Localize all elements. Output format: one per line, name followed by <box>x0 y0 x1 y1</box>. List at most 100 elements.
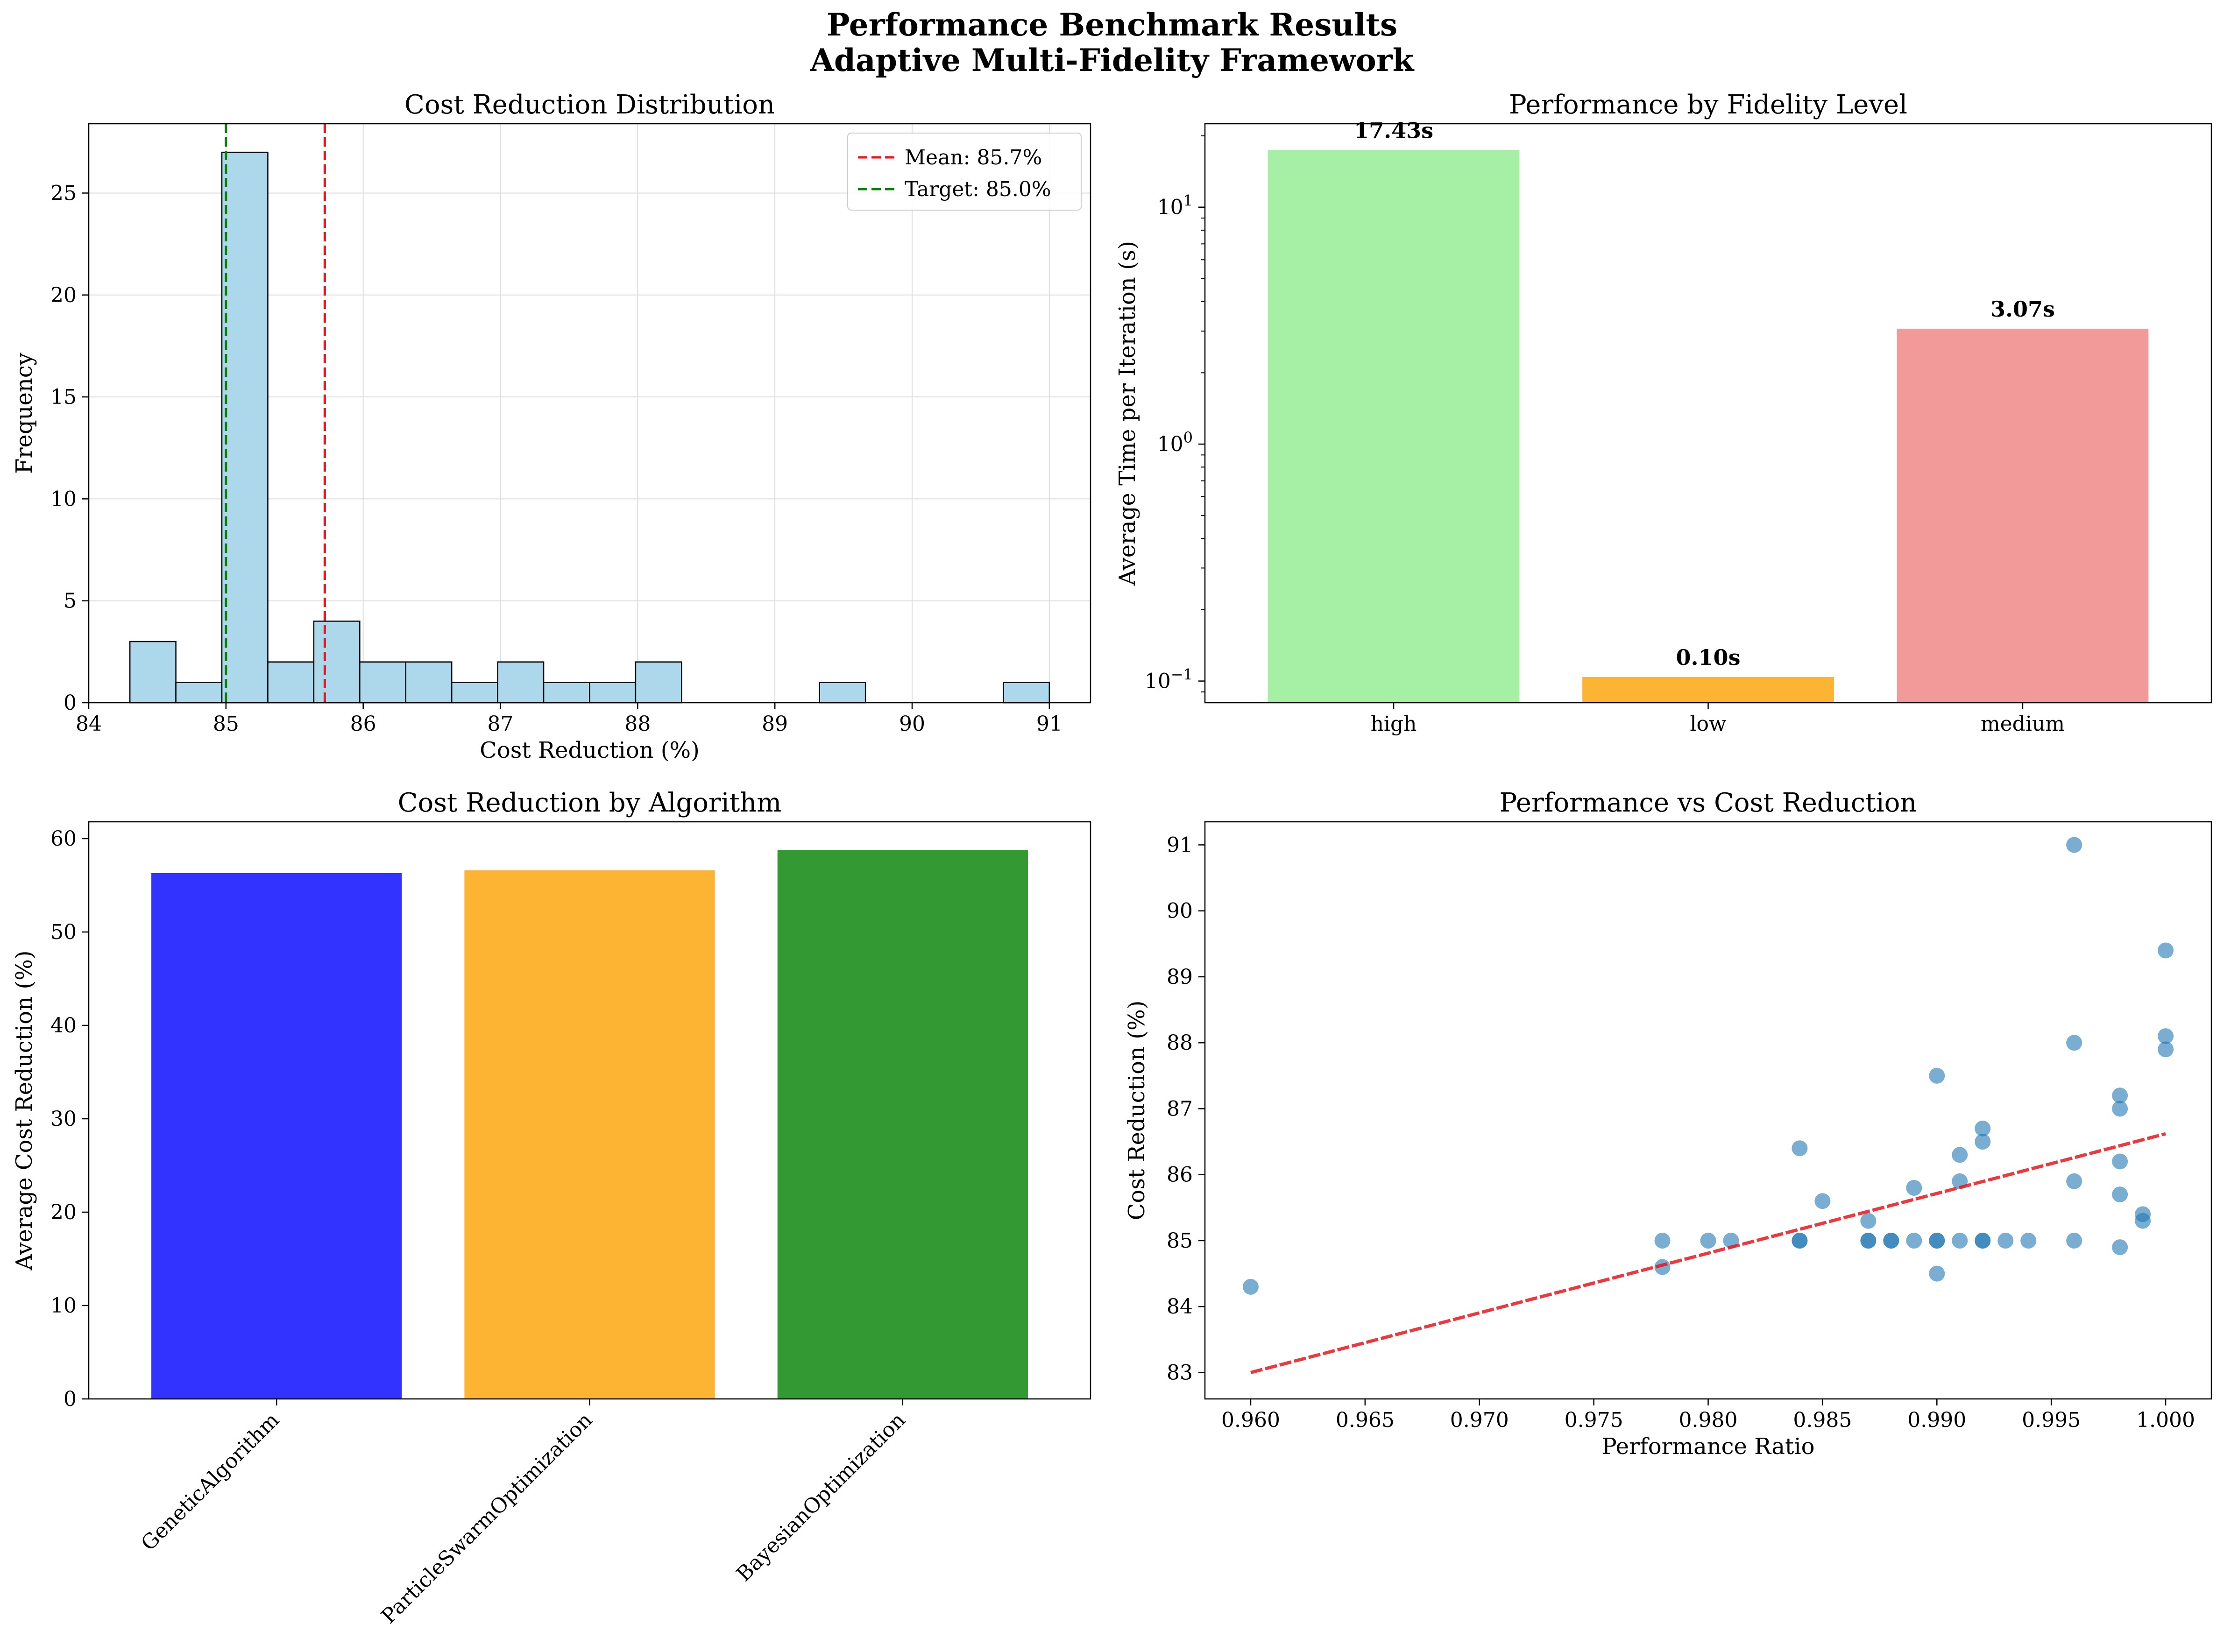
y-tick-label: 0 <box>64 691 77 715</box>
y-axis-label: Average Cost Reduction (%) <box>11 951 37 1271</box>
x-tick-label: 0.980 <box>1679 1408 1738 1432</box>
y-tick-label: 40 <box>50 1014 77 1038</box>
scatter-point <box>1952 1147 1968 1163</box>
scatter-point <box>1860 1213 1877 1229</box>
scatter-point <box>1242 1278 1259 1295</box>
algorithm-bar <box>464 870 715 1399</box>
figure-title-line1: Performance Benchmark Results <box>827 7 1397 43</box>
y-tick-label: 15 <box>50 385 77 409</box>
x-tick-label: 87 <box>488 712 514 736</box>
scatter-point <box>1906 1232 1922 1249</box>
x-tick-label: 0.970 <box>1450 1408 1509 1432</box>
bar-value-label: 17.43s <box>1354 118 1433 143</box>
x-tick-label: 0.960 <box>1221 1408 1280 1432</box>
histogram-bar <box>267 661 315 704</box>
fidelity-bar <box>1268 150 1520 703</box>
fidelity-panel: 10−1 100 101 17.43s high 0.10s low 3.07s medium P… <box>1114 90 2212 736</box>
scatter-point <box>2158 1041 2174 1058</box>
y-tick-label: 10−1 <box>1145 666 1193 693</box>
y-axis-label: Cost Reduction (%) <box>1124 1001 1150 1221</box>
histogram-bar <box>497 661 545 704</box>
scatter-point <box>1906 1179 1922 1196</box>
x-axis-label: Cost Reduction (%) <box>480 737 700 763</box>
y-tick-label: 90 <box>1167 899 1193 923</box>
scatter-point <box>2158 1028 2174 1045</box>
x-axis-label: Performance Ratio <box>1601 1433 1814 1460</box>
y-tick-label: 89 <box>1167 965 1193 989</box>
trend-line <box>1250 1132 2166 1374</box>
algorithm-bar <box>151 873 402 1399</box>
panel-title: Performance vs Cost Reduction <box>1500 788 1917 818</box>
x-tick-label: high <box>1371 712 1417 736</box>
scatter-point <box>2158 942 2174 959</box>
x-tick-label: 0.975 <box>1565 1408 1623 1432</box>
y-tick-label: 50 <box>50 920 77 944</box>
histogram-bar <box>359 661 407 704</box>
y-tick-label: 84 <box>1167 1295 1193 1319</box>
axes-frame <box>1204 821 2212 1400</box>
panel-title: Performance by Fidelity Level <box>1509 90 1907 120</box>
x-tick-label: 0.990 <box>1907 1408 1966 1432</box>
panel-title: Cost Reduction Distribution <box>404 90 775 120</box>
scatter-point <box>1997 1232 2014 1249</box>
scatter-panel: 0.960 0.965 0.970 0.975 0.980 0.985 0.990 0.995… <box>1124 788 2212 1460</box>
x-tick-label: 85 <box>213 712 239 736</box>
scatter-point <box>1654 1232 1671 1249</box>
panel-title: Cost Reduction by Algorithm <box>398 788 782 818</box>
fidelity-bar <box>1897 328 2149 703</box>
axes-frame <box>88 123 1091 704</box>
scatter-point <box>1860 1232 1877 1249</box>
scatter-point <box>1883 1232 1899 1249</box>
scatter-point <box>2112 1186 2128 1203</box>
scatter-point <box>2066 1232 2082 1249</box>
x-tick-label: 0.965 <box>1336 1408 1395 1432</box>
y-tick-label: 91 <box>1167 833 1193 857</box>
scatter-point <box>1975 1232 1991 1249</box>
histogram-bar <box>221 151 269 704</box>
x-tick-label: 90 <box>899 712 925 736</box>
y-tick-label: 5 <box>64 589 77 613</box>
y-axis-label: Average Time per Iteration (s) <box>1114 241 1140 586</box>
x-tick-label: 1.000 <box>2136 1408 2195 1432</box>
y-tick-label: 10 <box>50 1294 77 1318</box>
histogram-bar <box>405 661 453 704</box>
axes-frame <box>1204 123 2212 704</box>
histogram-bar <box>589 682 637 704</box>
x-tick-label: 91 <box>1036 712 1062 736</box>
algorithm-bar <box>777 850 1028 1399</box>
scatter-point <box>2066 1173 2082 1189</box>
legend-label: Target: 85.0% <box>905 177 1051 201</box>
y-tick-label: 87 <box>1167 1097 1193 1121</box>
x-tick-label: medium <box>1981 712 2065 736</box>
fidelity-bar <box>1582 677 1834 703</box>
histogram-panel: 84 85 86 87 88 89 90 91 0 5 10 15 20 25 Mean: 85.7% Tar… <box>11 90 1091 763</box>
x-tick-label: low <box>1690 712 1727 736</box>
y-axis-label: Frequency <box>11 353 37 474</box>
y-tick-label: 83 <box>1167 1361 1193 1384</box>
x-tick-label: 88 <box>624 712 651 736</box>
scatter-point <box>1814 1193 1831 1209</box>
scatter-point <box>2020 1232 2037 1249</box>
scatter-point <box>2112 1101 2128 1117</box>
histogram-bar <box>543 682 590 704</box>
scatter-point <box>1929 1067 1945 1084</box>
histogram-bar <box>451 682 498 704</box>
y-tick-label: 25 <box>50 181 77 205</box>
scatter-point <box>2112 1087 2128 1104</box>
x-tick-label: 0.995 <box>2022 1408 2081 1432</box>
scatter-point <box>2066 837 2082 853</box>
y-tick-label: 101 <box>1157 192 1193 219</box>
histogram-bar <box>819 682 866 704</box>
x-tick-label: 86 <box>350 712 376 736</box>
bar-value-label: 0.10s <box>1676 645 1741 670</box>
legend-box <box>847 133 1082 211</box>
x-tick-label: 0.985 <box>1793 1408 1852 1432</box>
x-tick-label: 89 <box>762 712 788 736</box>
y-tick-label: 88 <box>1167 1031 1193 1055</box>
histogram-bar <box>313 621 361 704</box>
scatter-point <box>1792 1232 1808 1249</box>
scatter-point <box>1952 1232 1968 1249</box>
y-tick-label: 30 <box>50 1107 77 1131</box>
scatter-point <box>1792 1140 1808 1157</box>
